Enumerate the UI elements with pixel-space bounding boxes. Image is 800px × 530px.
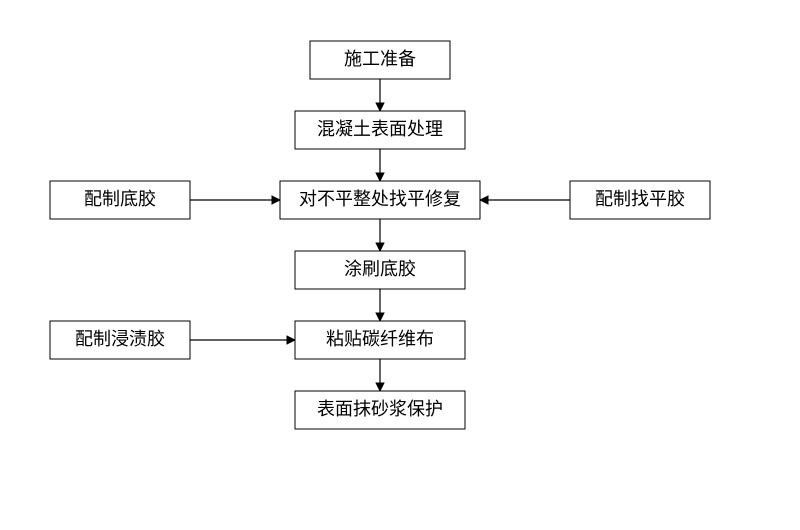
node-label: 粘贴碳纤维布: [326, 329, 434, 349]
node-label: 涂刷底胶: [344, 259, 416, 279]
node-label: 表面抹砂浆保护: [317, 399, 443, 419]
node-label: 配制浸渍胶: [75, 329, 165, 349]
node-n5: 粘贴碳纤维布: [295, 321, 465, 359]
node-n4: 涂刷底胶: [295, 251, 465, 289]
node-s2: 配制找平胶: [570, 181, 710, 219]
node-n3: 对不平整处找平修复: [280, 181, 480, 219]
node-n2: 混凝土表面处理: [295, 111, 465, 149]
node-n1: 施工准备: [310, 41, 450, 79]
node-s3: 配制浸渍胶: [50, 321, 190, 359]
node-n6: 表面抹砂浆保护: [295, 391, 465, 429]
node-label: 配制底胶: [84, 189, 156, 209]
node-label: 混凝土表面处理: [317, 119, 443, 139]
node-label: 配制找平胶: [595, 189, 685, 209]
node-label: 施工准备: [344, 49, 416, 69]
node-s1: 配制底胶: [50, 181, 190, 219]
flowchart-canvas: 施工准备混凝土表面处理对不平整处找平修复涂刷底胶粘贴碳纤维布表面抹砂浆保护 配制底…: [0, 0, 800, 530]
node-label: 对不平整处找平修复: [299, 189, 461, 209]
